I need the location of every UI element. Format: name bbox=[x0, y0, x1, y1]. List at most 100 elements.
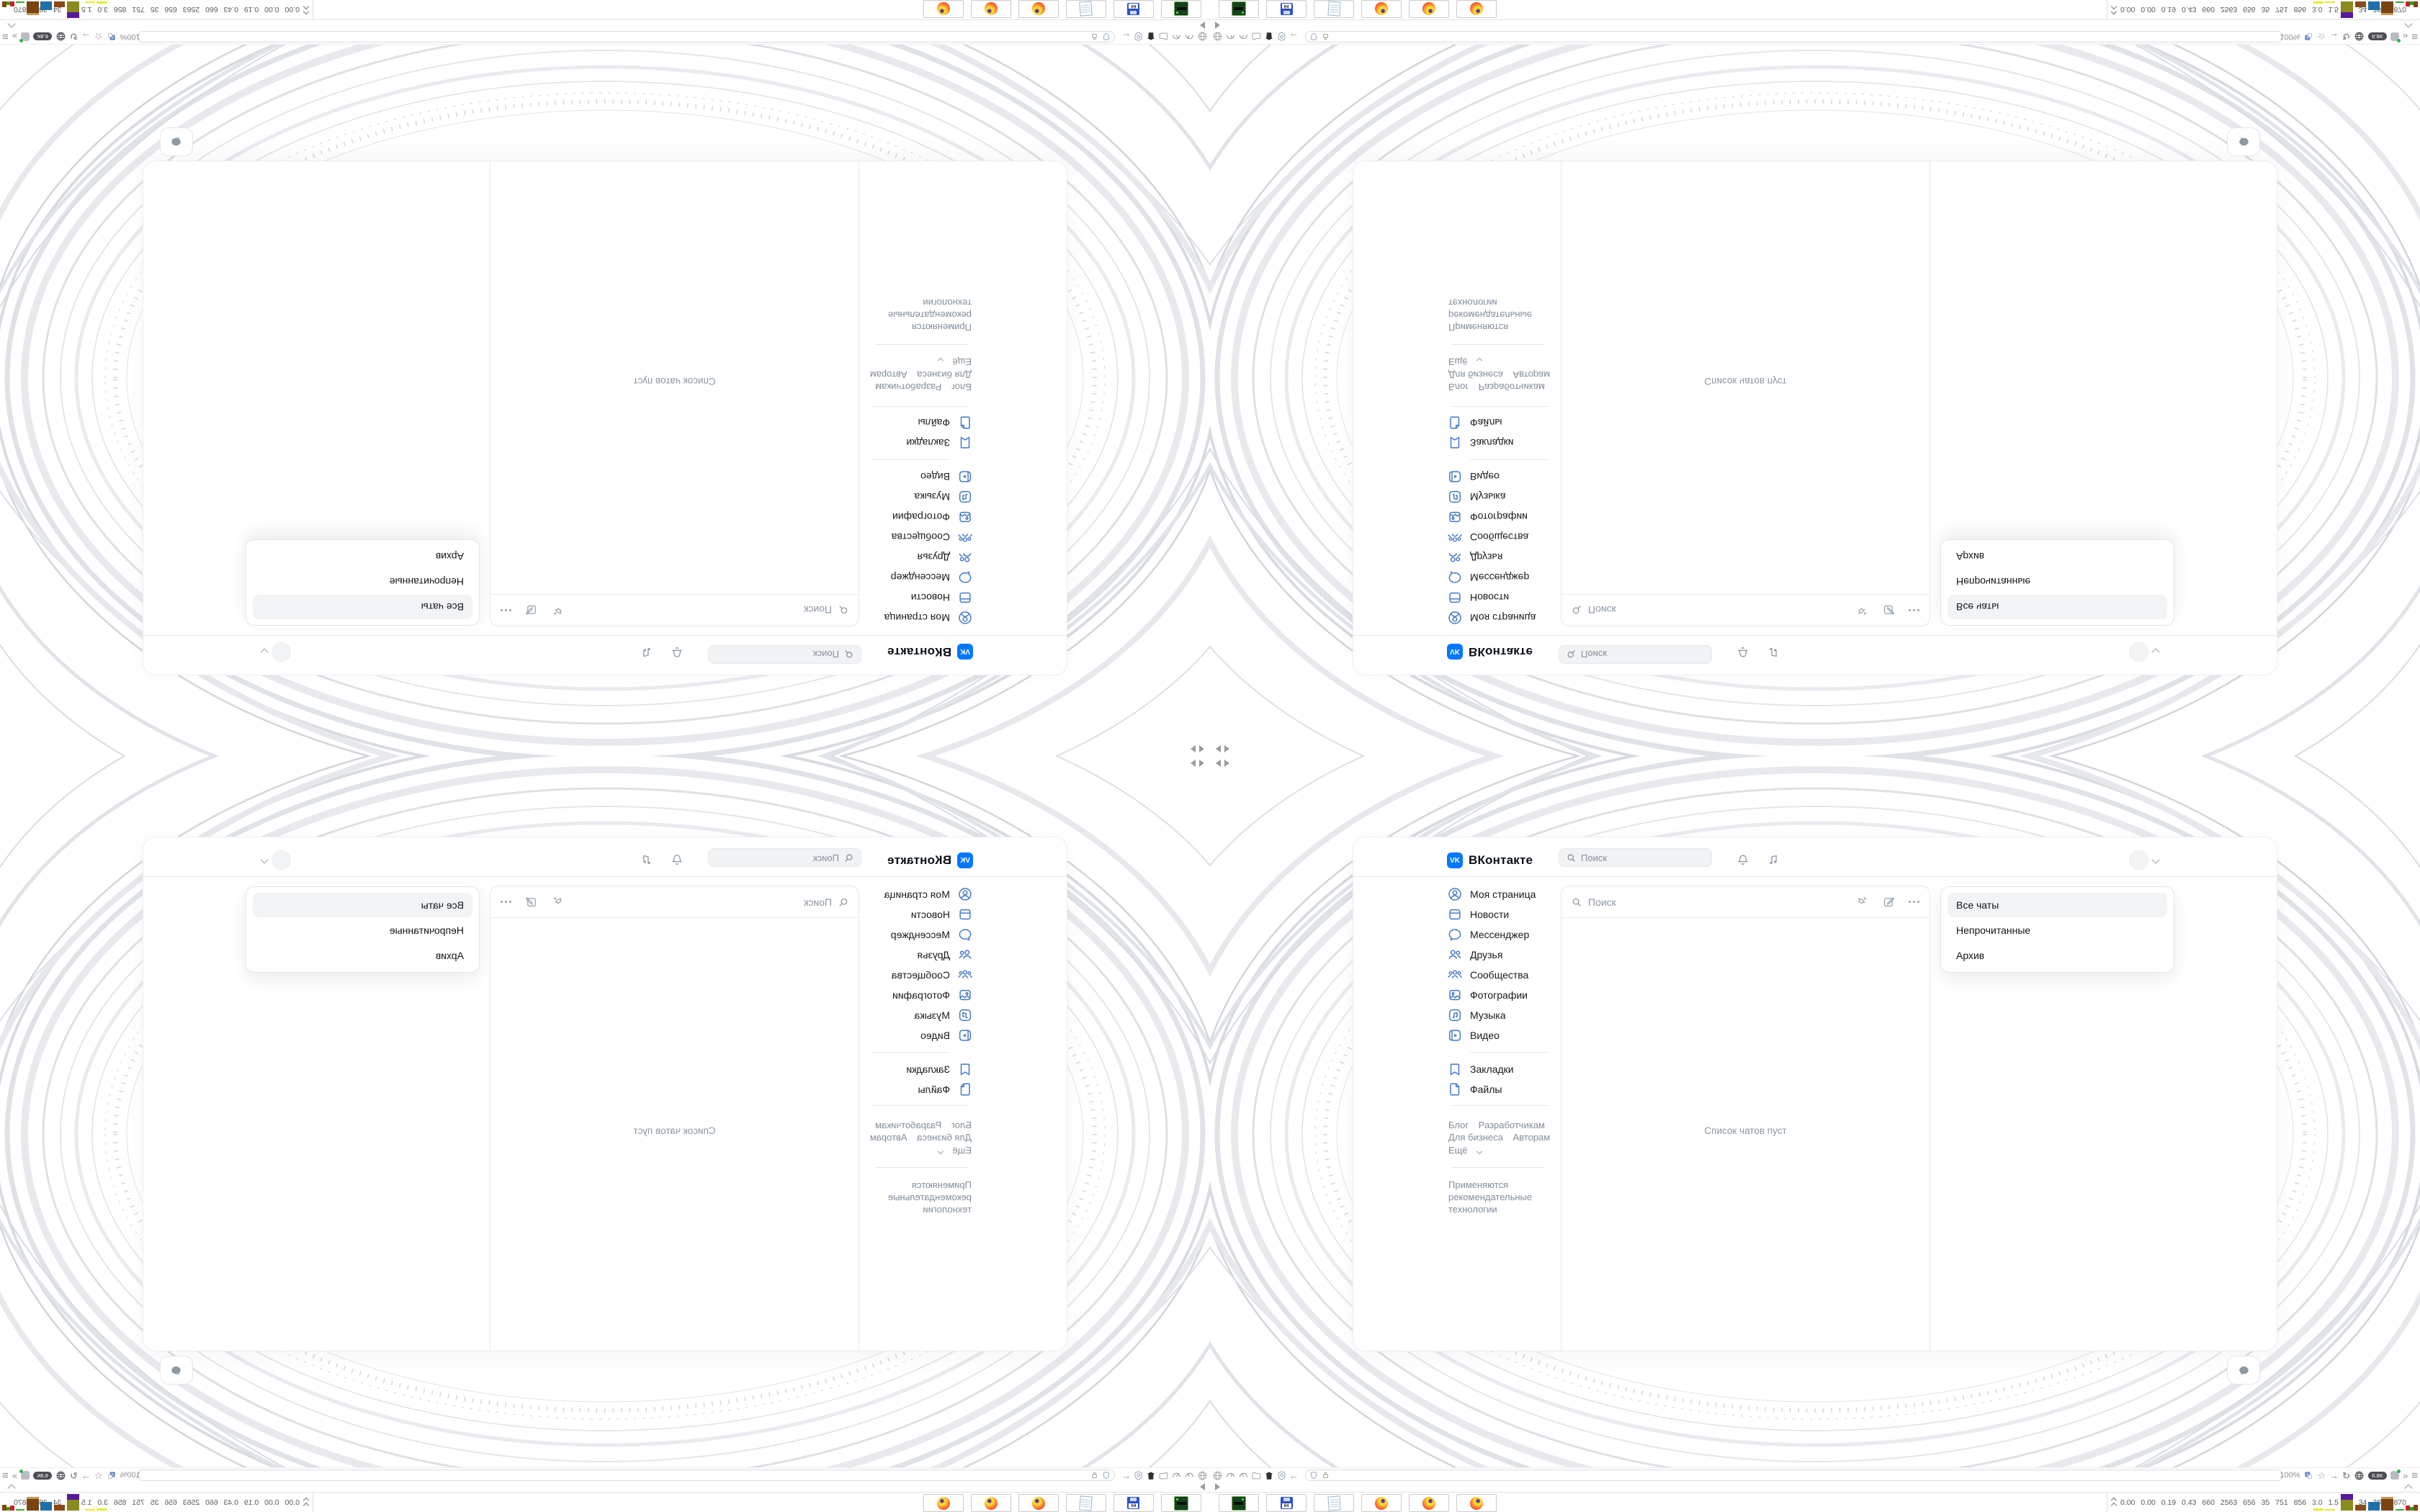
reload-icon[interactable]: ↻ bbox=[70, 1470, 78, 1481]
lock-icon[interactable] bbox=[1322, 1471, 1330, 1480]
sidebar-item-music[interactable]: Музыка bbox=[1447, 487, 1506, 507]
menu-icon[interactable]: ≡ bbox=[2, 30, 9, 43]
footer-link-more[interactable]: Ещё bbox=[952, 356, 972, 367]
shield-badge-icon[interactable] bbox=[1276, 1470, 1287, 1481]
collapse-chevron-icon[interactable] bbox=[7, 1484, 16, 1493]
vk-logo[interactable]: VK bbox=[1447, 644, 1463, 660]
chat-bubble-fab[interactable] bbox=[2227, 127, 2260, 156]
vk-logo[interactable]: VK bbox=[1447, 852, 1463, 868]
footer-link-business[interactable]: Для бизнеса bbox=[917, 369, 972, 380]
taskbar-item-firefox-3[interactable] bbox=[923, 1494, 964, 1512]
music-note-icon[interactable] bbox=[1767, 646, 1780, 659]
zoom-level[interactable]: 100% bbox=[2280, 1471, 2300, 1480]
globe-icon[interactable] bbox=[1212, 32, 1223, 42]
music-note-icon[interactable] bbox=[1767, 853, 1780, 866]
bookmark-star-icon[interactable]: ☆ bbox=[2317, 1470, 2326, 1481]
global-search-input[interactable]: Поиск bbox=[1559, 645, 1712, 664]
filter-archive[interactable]: Архив bbox=[1956, 950, 1985, 961]
search-icon[interactable] bbox=[838, 897, 848, 907]
translate-icon[interactable]: A bbox=[107, 32, 117, 42]
chat-options-menu-icon[interactable] bbox=[501, 900, 512, 904]
taskbar-item-firefox-3[interactable] bbox=[923, 0, 964, 18]
avatar[interactable] bbox=[2129, 642, 2148, 662]
zoom-level[interactable]: 100% bbox=[120, 1471, 140, 1480]
sidebar-item-friends[interactable]: Друзья bbox=[918, 547, 973, 567]
bookmark-star-icon[interactable]: ☆ bbox=[2317, 31, 2326, 42]
taskbar-item-emulator[interactable] bbox=[1219, 0, 1259, 18]
footer-link-more[interactable]: Ещё bbox=[1448, 356, 1468, 367]
globe-icon[interactable] bbox=[1197, 1470, 1208, 1481]
music-note-icon[interactable] bbox=[640, 646, 653, 659]
taskbar-item-floppy[interactable]: 64 bbox=[1266, 1494, 1307, 1512]
back-icon[interactable]: ← bbox=[1121, 31, 1131, 42]
new-call-icon[interactable] bbox=[552, 895, 565, 909]
tab-scroll-arrows[interactable] bbox=[1216, 745, 1229, 752]
trash-icon[interactable] bbox=[1146, 32, 1156, 42]
gauge-icon[interactable] bbox=[1171, 1470, 1182, 1481]
vk-wordmark[interactable]: ВКонтакте bbox=[887, 645, 951, 659]
filter-archive[interactable]: Архив bbox=[435, 551, 464, 562]
sidebar-item-my-page[interactable]: Моя страница bbox=[884, 608, 973, 628]
footer-link-more[interactable]: Ещё bbox=[952, 1145, 972, 1156]
global-search-input[interactable]: Поиск bbox=[708, 848, 861, 867]
sidebar-item-bookmarks[interactable]: Закладки bbox=[906, 1059, 973, 1079]
taskbar-item-firefox-2[interactable] bbox=[971, 1494, 1011, 1512]
chat-bubble-fab[interactable] bbox=[160, 1356, 193, 1385]
taskbar-item-emulator[interactable] bbox=[1161, 1494, 1201, 1512]
scroll-right-icon[interactable] bbox=[1191, 760, 1196, 767]
profile-menu-chevron-icon[interactable] bbox=[260, 855, 269, 864]
tab-scroll-arrows[interactable] bbox=[1191, 745, 1204, 752]
vk-logo[interactable]: VK bbox=[957, 852, 973, 868]
menu-icon[interactable]: ≡ bbox=[2, 1469, 9, 1482]
tracking-shield-icon[interactable] bbox=[1309, 32, 1318, 41]
tracking-shield-icon[interactable] bbox=[1102, 32, 1111, 41]
scroll-right-icon[interactable] bbox=[1224, 760, 1229, 767]
taskbar-item-firefox-1[interactable] bbox=[1361, 1494, 1402, 1512]
sidebar-item-video[interactable]: Видео bbox=[920, 1025, 973, 1045]
taskbar-item-floppy[interactable]: 64 bbox=[1113, 1494, 1154, 1512]
sidebar-item-video[interactable]: Видео bbox=[920, 467, 973, 487]
zoom-level[interactable]: 100% bbox=[120, 32, 140, 41]
filter-unread[interactable]: Непрочитанные bbox=[1956, 576, 2031, 588]
scroll-left-icon[interactable] bbox=[1216, 760, 1221, 767]
chat-options-menu-icon[interactable] bbox=[501, 608, 512, 612]
sidebar-item-my-page[interactable]: Моя страница bbox=[1447, 884, 1536, 904]
gauge-icon[interactable] bbox=[1171, 32, 1182, 42]
shield-badge-icon[interactable] bbox=[1276, 32, 1287, 42]
chat-bubble-fab[interactable] bbox=[2227, 1356, 2260, 1385]
tracking-shield-icon[interactable] bbox=[1102, 1471, 1111, 1480]
overflow-icon[interactable]: » bbox=[2403, 1470, 2408, 1481]
footer-link-developers[interactable]: Разработчикам bbox=[875, 1120, 942, 1130]
trash-icon[interactable] bbox=[1264, 32, 1274, 42]
avatar[interactable] bbox=[272, 850, 291, 870]
gauge-icon[interactable] bbox=[1184, 32, 1195, 42]
footer-link-blog[interactable]: Блог bbox=[951, 1120, 972, 1130]
gauge-icon[interactable] bbox=[1238, 1470, 1249, 1481]
footer-more[interactable]: Ещё bbox=[937, 1145, 972, 1156]
filter-all-chats[interactable]: Все чаты bbox=[253, 893, 472, 917]
taskbar-item-firefox-2[interactable] bbox=[1409, 1494, 1449, 1512]
back-icon[interactable]: ← bbox=[1121, 1470, 1131, 1481]
vk-wordmark[interactable]: ВКонтакте bbox=[1469, 853, 1533, 867]
profile-menu-chevron-icon[interactable] bbox=[2151, 648, 2160, 657]
lock-icon[interactable] bbox=[1322, 32, 1330, 41]
tracking-shield-icon[interactable] bbox=[1309, 1471, 1318, 1480]
notifications-bell-icon[interactable] bbox=[671, 646, 684, 659]
zoom-level[interactable]: 100% bbox=[2280, 32, 2300, 41]
adblock-badge[interactable]: 6.8K bbox=[33, 32, 52, 41]
filter-unread[interactable]: Непрочитанные bbox=[389, 924, 464, 936]
global-search-input[interactable]: Поиск bbox=[1559, 848, 1712, 867]
filter-unread[interactable]: Непрочитанные bbox=[1956, 924, 2031, 936]
sidebar-item-photos[interactable]: Фотографии bbox=[892, 507, 973, 527]
gauge-icon[interactable] bbox=[1184, 1470, 1195, 1481]
global-search-input[interactable]: Поиск bbox=[708, 645, 861, 664]
sidebar-item-communities[interactable]: Сообщества bbox=[892, 965, 973, 985]
taskbar-item-firefox-2[interactable] bbox=[1409, 0, 1449, 18]
footer-more[interactable]: Ещё bbox=[1448, 1145, 1483, 1156]
url-bar[interactable] bbox=[137, 31, 1115, 42]
sidebar-item-music[interactable]: Музыка bbox=[914, 1005, 973, 1025]
taskbar-item-floppy[interactable]: 64 bbox=[1266, 0, 1307, 18]
globe-icon[interactable] bbox=[1212, 1470, 1223, 1481]
footer-more[interactable]: Ещё bbox=[937, 356, 972, 367]
bookmark-star-icon[interactable]: ☆ bbox=[94, 1470, 103, 1481]
